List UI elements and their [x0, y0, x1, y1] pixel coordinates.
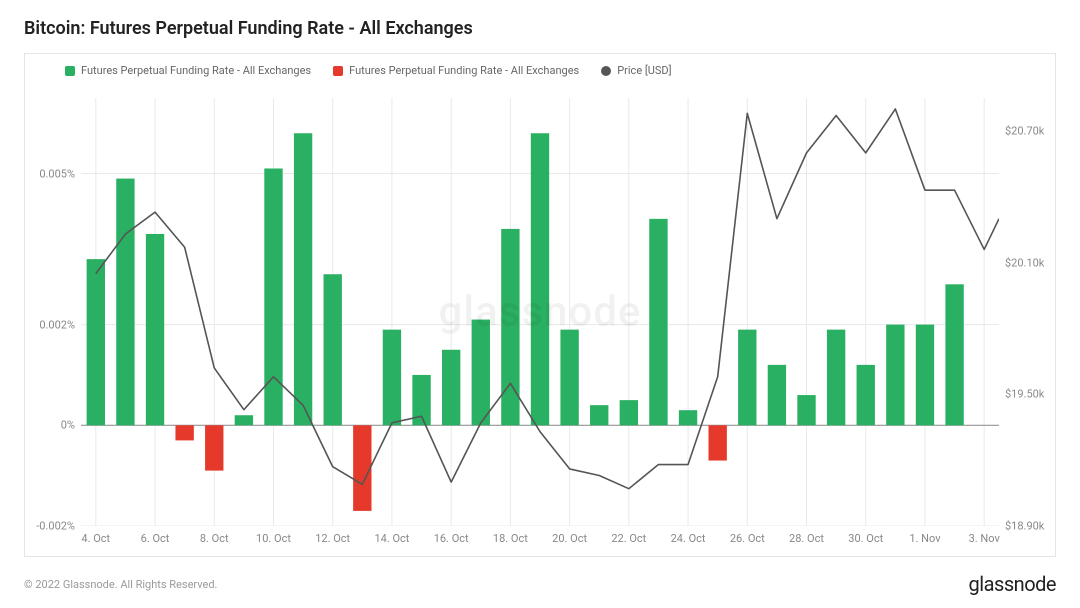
legend-label-negative: Futures Perpetual Funding Rate - All Exc…: [349, 64, 579, 77]
legend-swatch-price: [601, 66, 611, 76]
legend-item-price[interactable]: Price [USD]: [601, 64, 671, 77]
y-right-tick-label: $18.90k: [1005, 520, 1053, 533]
x-tick-label: 1. Nov: [909, 532, 940, 545]
y-right-tick-label: $20.10k: [1005, 256, 1053, 269]
x-tick-label: 16. Oct: [434, 532, 469, 545]
chart-title: Bitcoin: Futures Perpetual Funding Rate …: [24, 18, 1056, 39]
legend-label-price: Price [USD]: [617, 64, 671, 77]
x-tick-label: 6. Oct: [141, 532, 170, 545]
x-tick-label: 26. Oct: [730, 532, 765, 545]
x-axis: 4. Oct 6. Oct 8. Oct 10. Oct 12. Oct 14. Oct 1…: [81, 532, 999, 548]
x-tick-label: 28. Oct: [789, 532, 824, 545]
legend-swatch-positive: [65, 66, 75, 76]
y-left-tick-label: -0.002%: [27, 520, 75, 533]
x-tick-label: 24. Oct: [671, 532, 706, 545]
x-tick-label: 18. Oct: [493, 532, 528, 545]
y-left-tick-label: 0.005%: [27, 167, 75, 180]
x-tick-label: 20. Oct: [552, 532, 587, 545]
y-left-tick-label: 0%: [27, 419, 75, 432]
brand-logo: glassnode: [969, 572, 1056, 596]
legend-item-positive[interactable]: Futures Perpetual Funding Rate - All Exc…: [65, 64, 311, 77]
chart-svg: [81, 98, 999, 526]
chart-frame: Futures Perpetual Funding Rate - All Exc…: [24, 53, 1056, 557]
x-tick-label: 4. Oct: [81, 532, 110, 545]
x-tick-label: 22. Oct: [611, 532, 646, 545]
y-axis-left: -0.002%0%0.002%0.005%: [27, 98, 79, 526]
y-left-tick-label: 0.002%: [27, 318, 75, 331]
y-right-tick-label: $20.70k: [1005, 124, 1053, 137]
x-tick-label: 30. Oct: [848, 532, 883, 545]
x-tick-label: 14. Oct: [374, 532, 409, 545]
legend-label-positive: Futures Perpetual Funding Rate - All Exc…: [81, 64, 311, 77]
y-axis-right: $18.90k$19.50k$20.10k$20.70k: [1001, 98, 1053, 526]
y-right-tick-label: $19.50k: [1005, 388, 1053, 401]
legend-swatch-negative: [333, 66, 343, 76]
plot-area[interactable]: glassnode: [81, 98, 999, 526]
x-tick-label: 12. Oct: [315, 532, 350, 545]
legend: Futures Perpetual Funding Rate - All Exc…: [65, 64, 672, 77]
x-tick-label: 3. Nov: [969, 532, 1000, 545]
legend-item-negative[interactable]: Futures Perpetual Funding Rate - All Exc…: [333, 64, 579, 77]
x-tick-label: 10. Oct: [256, 532, 291, 545]
x-tick-label: 8. Oct: [200, 532, 229, 545]
copyright-text: © 2022 Glassnode. All Rights Reserved.: [24, 578, 217, 591]
